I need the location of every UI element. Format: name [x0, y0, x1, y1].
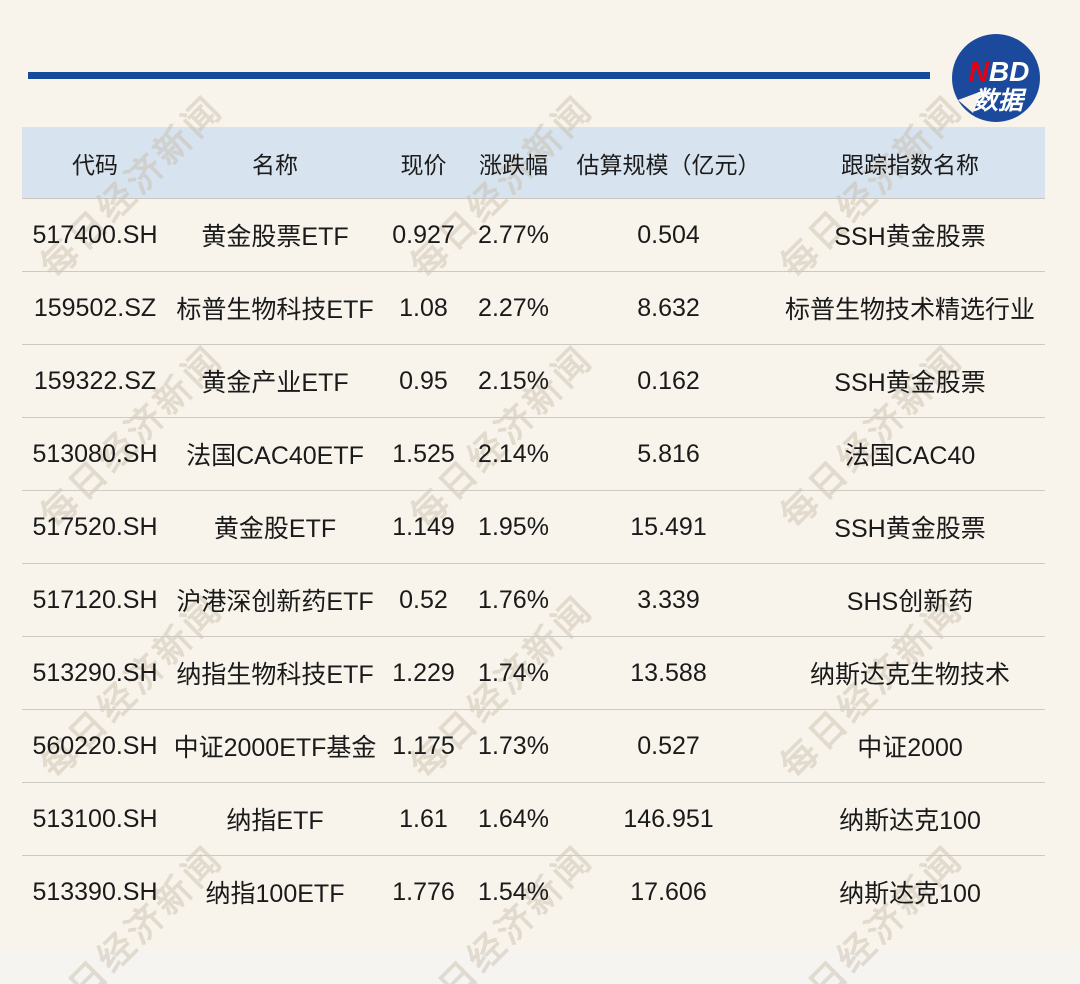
- logo-notch: [958, 91, 982, 113]
- cell-change: 1.54%: [478, 877, 549, 906]
- table-row: 560220.SH 中证2000ETF基金 1.175 1.73% 0.527 中证200…: [22, 709, 1045, 783]
- cell-scale: 146.951: [562, 782, 775, 856]
- cell-price: 1.149: [382, 490, 465, 564]
- cell-code: 517120.SH: [22, 563, 168, 637]
- cell-index: SSH黄金股票: [775, 490, 1045, 564]
- etf-table: 代码 名称 现价 涨跌幅 估算规模（亿元） 跟踪指数名称 517400.SH 黄金股票ETF…: [22, 127, 1045, 928]
- cell-scale: 5.816: [562, 417, 775, 491]
- logo-line1: NBD: [969, 56, 1030, 87]
- column-header-scale: 估算规模（亿元）: [562, 127, 775, 199]
- column-header-change: 涨跌幅: [465, 127, 562, 199]
- cell-index: 纳斯达克100: [839, 880, 981, 908]
- table-header: 代码 名称 现价 涨跌幅 估算规模（亿元） 跟踪指数名称: [22, 127, 1045, 199]
- cell-index: 中证2000: [775, 709, 1045, 783]
- cell-code: 517400.SH: [22, 198, 168, 272]
- cell-price: 0.927: [382, 198, 465, 272]
- cell-code: 517520.SH: [22, 490, 168, 564]
- cell-index: 纳斯达克100: [775, 782, 1045, 856]
- cell-scale: 13.588: [562, 636, 775, 710]
- cell-code: 513100.SH: [22, 782, 168, 856]
- cell-scale: 0.504: [562, 198, 775, 272]
- cell-name: 沪港深创新药ETF: [168, 563, 382, 637]
- table-row: 517400.SH 黄金股票ETF 0.927 2.77% 0.504 SSH黄金股票: [22, 198, 1045, 272]
- cell-scale: 15.491: [562, 490, 775, 564]
- table-row: 513080.SH 法国CAC40ETF 1.525 2.14% 5.816 法国CAC4…: [22, 417, 1045, 491]
- cell-price: 0.52: [382, 563, 465, 637]
- table-header-row: 代码 名称 现价 涨跌幅 估算规模（亿元） 跟踪指数名称: [22, 127, 1045, 199]
- table-row: 517120.SH 沪港深创新药ETF 0.52 1.76% 3.339 SHS创新药: [22, 563, 1045, 637]
- cell-name: 纳指100ETF: [205, 880, 345, 908]
- cell-index: 法国CAC40: [775, 417, 1045, 491]
- table-row: 517520.SH 黄金股ETF 1.149 1.95% 15.491 SSH黄金股票: [22, 490, 1045, 564]
- cell-index: SSH黄金股票: [775, 198, 1045, 272]
- column-header-price: 现价: [382, 127, 465, 199]
- cell-price: 1.229: [382, 636, 465, 710]
- cell-price: 1.08: [382, 271, 465, 345]
- cell-price: 1.175: [382, 709, 465, 783]
- cell-change: 1.95%: [465, 490, 562, 564]
- bottom-strip: [0, 950, 1080, 984]
- cell-name: 黄金产业ETF: [168, 344, 382, 418]
- cell-price: 1.525: [382, 417, 465, 491]
- cell-price: 1.61: [382, 782, 465, 856]
- table-body: 517400.SH 黄金股票ETF 0.927 2.77% 0.504 SSH黄金股票 15…: [22, 198, 1045, 929]
- cell-scale: 8.632: [562, 271, 775, 345]
- cell-name: 中证2000ETF基金: [168, 709, 382, 783]
- table-row: 159322.SZ 黄金产业ETF 0.95 2.15% 0.162 SSH黄金股票: [22, 344, 1045, 418]
- cell-scale: 0.162: [562, 344, 775, 418]
- cell-name: 法国CAC40ETF: [168, 417, 382, 491]
- cell-change: 1.64%: [465, 782, 562, 856]
- table-row: 513100.SH 纳指ETF 1.61 1.64% 146.951 纳斯达克100: [22, 782, 1045, 856]
- cell-change: 2.15%: [465, 344, 562, 418]
- cell-price: 1.776: [392, 877, 455, 906]
- logo-letter-n: N: [969, 56, 990, 87]
- cell-name: 标普生物科技ETF: [168, 271, 382, 345]
- cell-name: 纳指生物科技ETF: [168, 636, 382, 710]
- cell-index: 纳斯达克生物技术: [775, 636, 1045, 710]
- cell-scale: 17.606: [630, 877, 707, 906]
- top-rule: [28, 72, 930, 79]
- nbd-logo: NBD 数据: [952, 34, 1040, 122]
- cell-code: 513080.SH: [22, 417, 168, 491]
- cell-index: 标普生物技术精选行业: [775, 271, 1045, 345]
- cell-code: 159322.SZ: [22, 344, 168, 418]
- cell-change: 2.14%: [465, 417, 562, 491]
- logo-letters-bd: BD: [989, 56, 1029, 87]
- nbd-logo-graphic: NBD 数据: [952, 34, 1040, 122]
- cell-scale: 3.339: [562, 563, 775, 637]
- cell-name: 黄金股ETF: [168, 490, 382, 564]
- table-row: 159502.SZ 标普生物科技ETF 1.08 2.27% 8.632 标普生物技术精选…: [22, 271, 1045, 345]
- cell-change: 1.76%: [465, 563, 562, 637]
- column-header-code: 代码: [22, 127, 168, 199]
- column-header-index: 跟踪指数名称: [775, 127, 1045, 199]
- cell-code: 159502.SZ: [22, 271, 168, 345]
- cell-code: 513390.SH: [32, 877, 158, 906]
- cell-change: 1.74%: [465, 636, 562, 710]
- cell-scale: 0.527: [562, 709, 775, 783]
- cell-change: 2.77%: [465, 198, 562, 272]
- table-row: 513290.SH 纳指生物科技ETF 1.229 1.74% 13.588 纳斯达克生物…: [22, 636, 1045, 710]
- column-header-name: 名称: [168, 127, 382, 199]
- cell-index: SSH黄金股票: [775, 344, 1045, 418]
- cell-change: 1.73%: [465, 709, 562, 783]
- cell-code: 513290.SH: [22, 636, 168, 710]
- cell-index: SHS创新药: [775, 563, 1045, 637]
- table-row: 513390.SH 纳指100ETF 1.776 1.54% 17.606 纳斯达克100: [22, 856, 1045, 929]
- cell-price: 0.95: [382, 344, 465, 418]
- cell-change: 2.27%: [465, 271, 562, 345]
- cell-name: 纳指ETF: [168, 782, 382, 856]
- cell-name: 黄金股票ETF: [168, 198, 382, 272]
- logo-subtitle: 数据: [973, 87, 1027, 115]
- cell-code: 560220.SH: [22, 709, 168, 783]
